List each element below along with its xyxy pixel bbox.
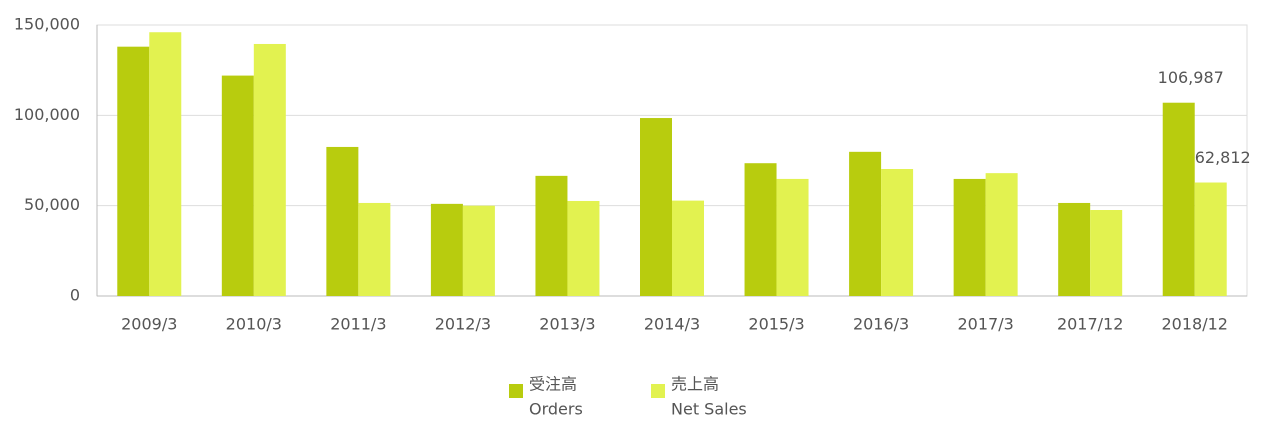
bar [567,200,600,296]
value-label: 62,812 [1195,148,1251,167]
bar [430,203,463,296]
bar [1090,210,1123,296]
bar [1058,202,1091,296]
bar [253,43,286,296]
bar [985,173,1018,296]
bar [149,32,182,297]
bar [776,178,809,296]
bar [744,163,777,296]
x-tick-label: 2016/3 [853,315,909,334]
x-tick-label: 2015/3 [748,315,804,334]
x-tick-label: 2014/3 [644,315,700,334]
bar [672,200,704,296]
bar [640,118,672,296]
legend-swatch [651,384,665,398]
bar [117,46,150,297]
bar [953,178,986,296]
x-tick-label: 2013/3 [539,315,595,334]
legend-label: 売上高 [671,375,719,394]
legend-sublabel: Orders [529,400,583,419]
y-tick-label: 100,000 [14,105,80,124]
y-tick-label: 0 [70,286,80,305]
x-tick-label: 2010/3 [226,315,282,334]
bar [358,202,391,296]
bar [849,151,882,296]
y-tick-label: 50,000 [24,195,80,214]
x-tick-label: 2012/3 [435,315,491,334]
x-tick-label: 2018/12 [1161,315,1227,334]
x-tick-label: 2017/3 [957,315,1013,334]
bar [1162,102,1195,297]
x-tick-label: 2009/3 [121,315,177,334]
bar [462,205,495,296]
x-tick-label: 2017/12 [1057,315,1123,334]
legend-sublabel: Net Sales [671,400,747,419]
bar [1194,182,1227,296]
value-label: 106,987 [1158,68,1224,87]
legend-swatch [509,384,523,398]
bar [535,175,568,296]
bar [221,75,254,296]
bar [881,168,914,296]
legend-label: 受注高 [529,375,577,394]
bar [326,146,359,296]
y-tick-label: 150,000 [14,15,80,34]
x-tick-label: 2011/3 [330,315,386,334]
